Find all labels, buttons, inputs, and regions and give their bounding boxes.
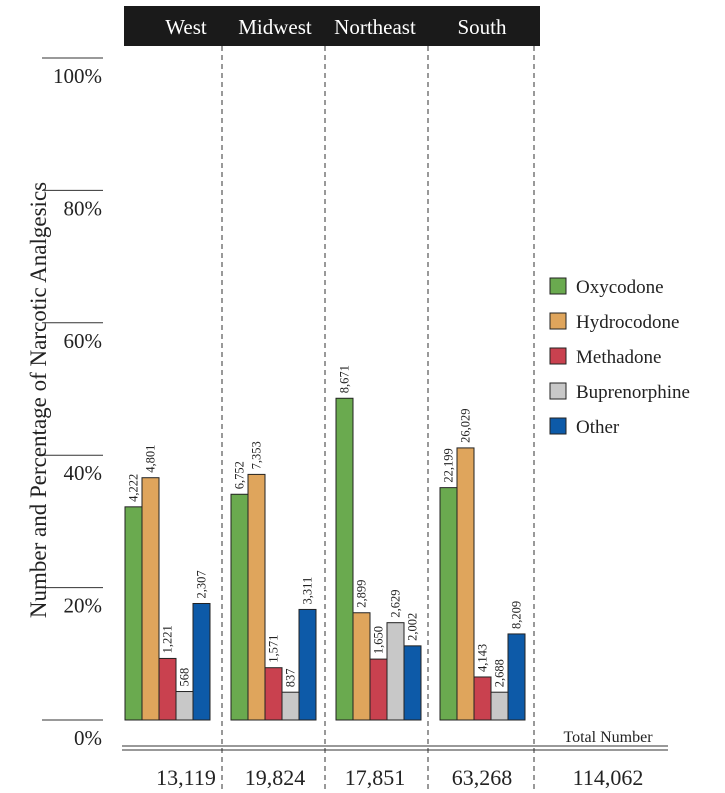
bar-other-midwest xyxy=(298,608,317,721)
value-label: 3,311 xyxy=(301,577,315,605)
legend-label-oxycodone: Oxycodone xyxy=(576,277,664,298)
value-label: 837 xyxy=(284,668,298,687)
bar-buprenorphine-west xyxy=(175,691,194,721)
region-totals: Total Number 13,119 19,824 17,851 63,268 114… xyxy=(156,729,653,790)
y-axis: 0% 20% 40% 60% 80% 100% xyxy=(42,57,668,751)
value-label: 26,029 xyxy=(459,409,473,443)
y-axis-title: Number and Percentage of Narcotic Analge… xyxy=(26,182,51,618)
legend-swatch-hydrocodone xyxy=(549,312,567,330)
value-label: 6,752 xyxy=(233,461,247,489)
y-tick-label: 0% xyxy=(74,726,102,750)
legend-label-buprenorphine: Buprenorphine xyxy=(576,382,690,403)
bar-oxycodone-west xyxy=(124,506,143,721)
value-label: 4,222 xyxy=(127,474,141,502)
value-label: 1,571 xyxy=(267,635,281,663)
bar-other-south xyxy=(507,633,526,721)
bar-oxycodone-south xyxy=(439,487,458,721)
region-header-band: West Midwest Northeast South xyxy=(124,6,540,46)
value-label: 8,209 xyxy=(510,601,524,629)
value-label: 7,353 xyxy=(250,441,264,469)
bar-methadone-west xyxy=(158,657,177,721)
y-tick-label: 40% xyxy=(64,461,103,485)
region-label-northeast: Northeast xyxy=(334,15,416,39)
bar-oxycodone-midwest xyxy=(230,493,249,721)
region-label-west: West xyxy=(165,15,207,39)
legend-label-hydrocodone: Hydrocodone xyxy=(576,312,679,333)
y-tick-label: 60% xyxy=(64,329,103,353)
bar-buprenorphine-midwest xyxy=(281,691,300,721)
total-south: 63,268 xyxy=(452,765,513,790)
bar-hydrocodone-northeast xyxy=(352,612,371,721)
bar-methadone-midwest xyxy=(264,667,283,721)
bar-buprenorphine-south xyxy=(490,691,509,721)
total-number-header: Total Number xyxy=(563,729,653,746)
bar-other-west xyxy=(192,602,211,721)
region-label-midwest: Midwest xyxy=(238,15,312,39)
bar-methadone-northeast xyxy=(369,658,388,721)
total-northeast: 17,851 xyxy=(345,765,406,790)
y-axis-title-group: Number and Percentage of Narcotic Analge… xyxy=(26,182,51,618)
y-tick-label: 20% xyxy=(64,594,103,618)
value-label: 568 xyxy=(178,668,192,687)
region-label-south: South xyxy=(457,15,507,39)
bar-hydrocodone-south xyxy=(456,447,475,721)
legend-swatch-buprenorphine xyxy=(549,382,567,400)
bar-oxycodone-northeast xyxy=(335,397,354,721)
y-tick-label: 80% xyxy=(64,196,103,220)
value-label: 4,801 xyxy=(144,445,158,473)
value-label: 4,143 xyxy=(476,644,490,672)
total-west: 13,119 xyxy=(156,765,216,790)
value-label: 8,671 xyxy=(338,365,352,393)
value-label: 2,307 xyxy=(195,570,209,598)
header-background xyxy=(124,6,540,46)
value-label: 2,629 xyxy=(389,590,403,618)
bar-hydrocodone-midwest xyxy=(247,473,266,721)
y-tick-label: 100% xyxy=(53,64,102,88)
legend: Oxycodone Hydrocodone Methadone Buprenorphi… xyxy=(549,277,690,438)
legend-swatch-methadone xyxy=(549,347,567,365)
value-label: 2,688 xyxy=(493,659,507,687)
value-label: 2,002 xyxy=(406,613,420,641)
legend-label-methadone: Methadone xyxy=(576,347,661,368)
legend-swatch-other xyxy=(549,417,567,435)
bar-buprenorphine-northeast xyxy=(386,622,405,721)
bar-methadone-south xyxy=(473,676,492,721)
value-label: 1,650 xyxy=(372,626,386,654)
bar-hydrocodone-west xyxy=(141,477,160,721)
value-label: 22,199 xyxy=(442,448,456,482)
grand-total: 114,062 xyxy=(573,765,644,790)
bar-other-northeast xyxy=(403,645,422,721)
total-midwest: 19,824 xyxy=(245,765,306,790)
region-dividers xyxy=(221,46,535,790)
legend-swatch-oxycodone xyxy=(549,277,567,295)
value-label: 2,899 xyxy=(355,580,369,608)
value-label: 1,221 xyxy=(161,625,175,653)
legend-label-other: Other xyxy=(576,417,620,438)
